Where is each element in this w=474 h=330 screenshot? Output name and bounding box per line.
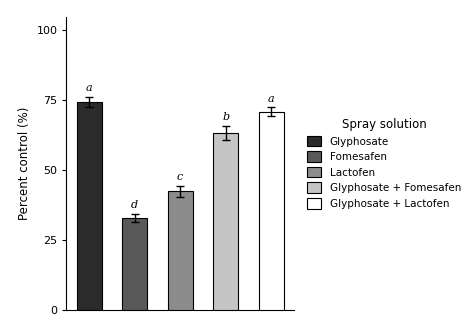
Text: a: a bbox=[86, 83, 92, 93]
Text: b: b bbox=[222, 112, 229, 122]
Bar bbox=[259, 112, 283, 310]
Bar bbox=[77, 102, 101, 310]
Text: c: c bbox=[177, 172, 183, 182]
Bar bbox=[168, 191, 192, 310]
Y-axis label: Percent control (%): Percent control (%) bbox=[18, 107, 31, 220]
Text: d: d bbox=[131, 200, 138, 210]
Legend: Glyphosate, Fomesafen, Lactofen, Glyphosate + Fomesafen, Glyphosate + Lactofen: Glyphosate, Fomesafen, Lactofen, Glyphos… bbox=[304, 115, 464, 212]
Text: a: a bbox=[268, 94, 274, 104]
Bar bbox=[213, 133, 238, 310]
Bar bbox=[122, 218, 147, 310]
